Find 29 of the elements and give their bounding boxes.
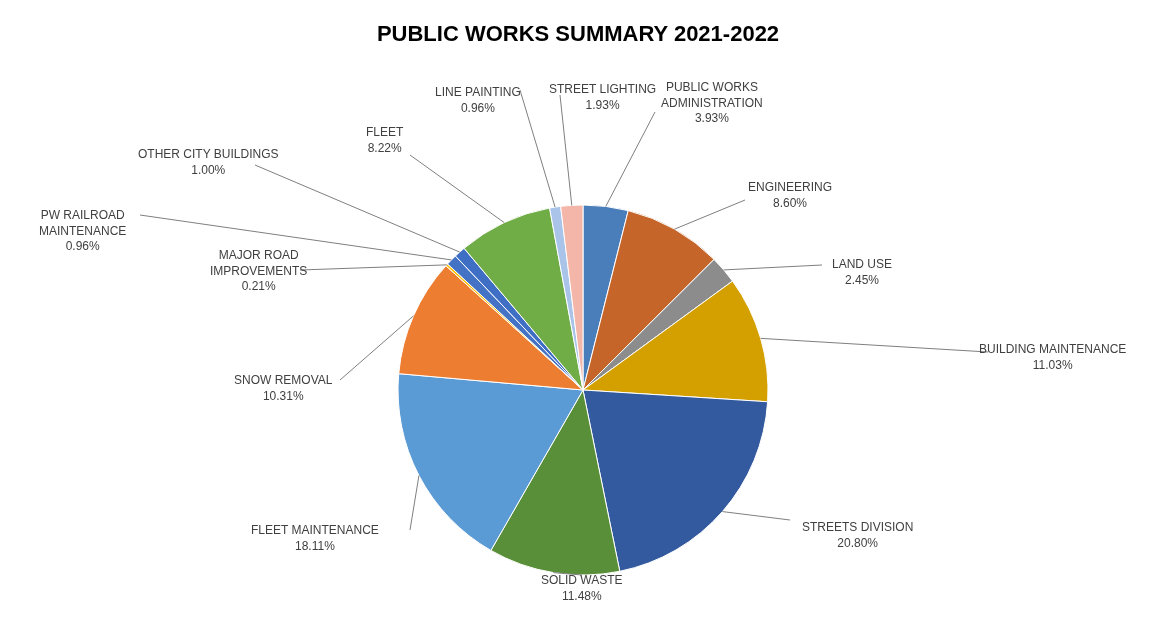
slice-label: BUILDING MAINTENANCE bbox=[979, 342, 1127, 356]
data-label: 10.31% bbox=[262, 388, 304, 403]
data-label: 3.93% bbox=[694, 111, 730, 126]
slice-label: ENGINEERING bbox=[748, 180, 833, 194]
data-label: 0.21% bbox=[241, 279, 277, 294]
data-label: 11.48% bbox=[561, 588, 603, 603]
slice-label: PW RAILROAD MAINTENANCE bbox=[39, 208, 127, 238]
data-label: 0.96% bbox=[460, 100, 496, 115]
chart-title: PUBLIC WORKS SUMMARY 2021-2022 bbox=[376, 20, 780, 46]
data-label: 0.96% bbox=[65, 239, 101, 254]
slice-label: PUBLIC WORKS ADMINISTRATION bbox=[661, 80, 763, 110]
slice-label: STREET LIGHTING bbox=[549, 82, 657, 96]
data-label: 2.45% bbox=[845, 272, 880, 287]
slice-label: SNOW REMOVAL bbox=[234, 373, 333, 387]
slice-label: FLEET MAINTENANCE bbox=[251, 523, 379, 537]
data-label: 8.22% bbox=[367, 140, 403, 155]
data-label: 1.00% bbox=[191, 162, 226, 177]
slice-label: LINE PAINTING bbox=[435, 85, 521, 99]
data-label: 1.93% bbox=[585, 97, 620, 112]
slice-label: FLEET bbox=[366, 125, 405, 139]
data-label: 20.80% bbox=[837, 535, 879, 550]
data-label: 8.60% bbox=[772, 195, 808, 210]
slice-label: STREETS DIVISION bbox=[802, 520, 914, 534]
data-label: 18.11% bbox=[295, 538, 336, 553]
slice-label: OTHER CITY BUILDINGS bbox=[138, 147, 279, 161]
data-label: 11.03% bbox=[1032, 357, 1073, 372]
slice-label: LAND USE bbox=[832, 257, 893, 271]
slice-label: SOLID WASTE bbox=[541, 573, 623, 587]
slice-label: MAJOR ROAD IMPROVEMENTS bbox=[210, 248, 308, 278]
